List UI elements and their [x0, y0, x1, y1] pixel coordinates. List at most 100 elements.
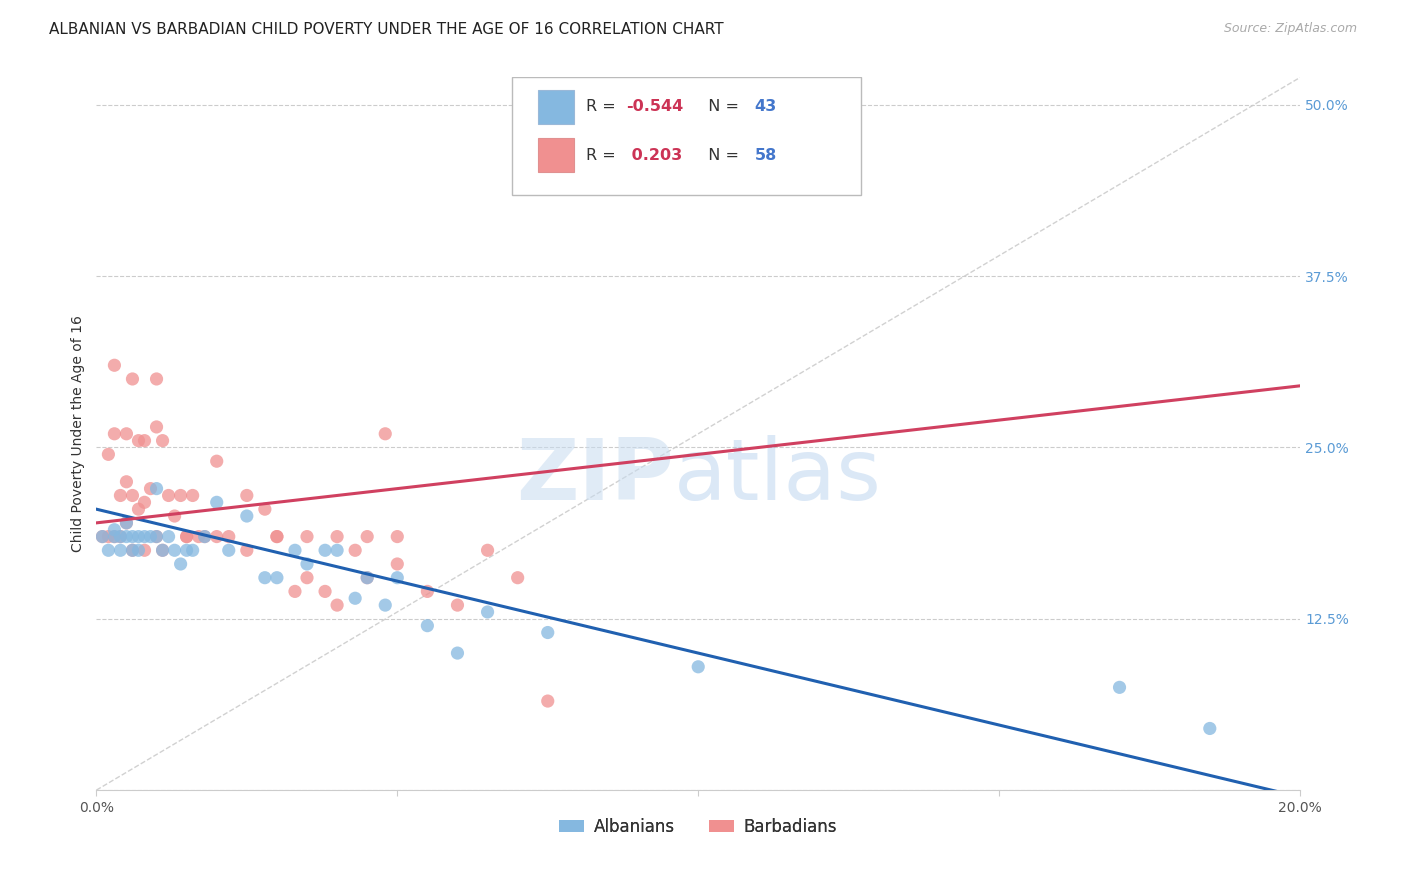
- Point: [163, 543, 186, 558]
- Point: [253, 502, 276, 516]
- Point: [115, 516, 138, 530]
- Point: [103, 358, 125, 372]
- Point: [103, 530, 125, 544]
- Text: 58: 58: [755, 148, 778, 163]
- Point: [121, 543, 143, 558]
- Point: [145, 420, 167, 434]
- Point: [1108, 681, 1130, 695]
- Point: [374, 598, 396, 612]
- Point: [266, 530, 288, 544]
- Point: [134, 495, 156, 509]
- Text: ZIP: ZIP: [516, 435, 673, 518]
- Point: [537, 625, 560, 640]
- Point: [121, 543, 143, 558]
- Point: [115, 530, 138, 544]
- Point: [477, 543, 499, 558]
- Point: [103, 530, 125, 544]
- FancyBboxPatch shape: [538, 138, 574, 172]
- Point: [145, 530, 167, 544]
- Text: 0.203: 0.203: [626, 148, 682, 163]
- Point: [194, 530, 217, 544]
- Point: [127, 502, 149, 516]
- Point: [688, 660, 710, 674]
- Text: 43: 43: [755, 99, 778, 114]
- Point: [181, 488, 204, 502]
- Point: [387, 530, 409, 544]
- Point: [356, 530, 378, 544]
- Point: [115, 475, 138, 489]
- Point: [387, 557, 409, 571]
- FancyBboxPatch shape: [538, 89, 574, 124]
- Point: [127, 434, 149, 448]
- Point: [121, 372, 143, 386]
- Point: [134, 434, 156, 448]
- Text: R =: R =: [586, 99, 621, 114]
- Point: [344, 591, 367, 606]
- Point: [176, 530, 198, 544]
- Text: R =: R =: [586, 148, 621, 163]
- Point: [326, 530, 349, 544]
- Point: [284, 543, 307, 558]
- Point: [326, 543, 349, 558]
- Point: [477, 605, 499, 619]
- Point: [181, 543, 204, 558]
- Point: [127, 543, 149, 558]
- Point: [295, 557, 318, 571]
- Point: [110, 488, 132, 502]
- Text: ALBANIAN VS BARBADIAN CHILD POVERTY UNDER THE AGE OF 16 CORRELATION CHART: ALBANIAN VS BARBADIAN CHILD POVERTY UNDE…: [49, 22, 724, 37]
- Point: [253, 571, 276, 585]
- Point: [152, 543, 174, 558]
- Point: [139, 482, 162, 496]
- Point: [266, 571, 288, 585]
- Text: N =: N =: [699, 148, 744, 163]
- Point: [91, 530, 114, 544]
- Point: [127, 530, 149, 544]
- Point: [356, 571, 378, 585]
- Point: [218, 543, 240, 558]
- Point: [91, 530, 114, 544]
- Point: [1198, 722, 1220, 736]
- Point: [314, 584, 336, 599]
- Point: [134, 543, 156, 558]
- Point: [103, 426, 125, 441]
- Legend: Albanians, Barbadians: Albanians, Barbadians: [553, 811, 844, 842]
- Point: [218, 530, 240, 544]
- Point: [110, 530, 132, 544]
- Point: [416, 618, 439, 632]
- Point: [145, 372, 167, 386]
- Point: [121, 488, 143, 502]
- Point: [110, 530, 132, 544]
- Point: [537, 694, 560, 708]
- Point: [344, 543, 367, 558]
- Point: [169, 557, 191, 571]
- Point: [176, 543, 198, 558]
- Text: -0.544: -0.544: [626, 99, 683, 114]
- Point: [103, 523, 125, 537]
- Point: [157, 488, 180, 502]
- Point: [152, 543, 174, 558]
- Point: [152, 434, 174, 448]
- Point: [205, 495, 228, 509]
- Point: [97, 530, 120, 544]
- Point: [97, 543, 120, 558]
- Point: [446, 598, 468, 612]
- Point: [374, 426, 396, 441]
- Text: atlas: atlas: [673, 435, 882, 518]
- Point: [416, 584, 439, 599]
- Point: [163, 509, 186, 524]
- Point: [314, 543, 336, 558]
- Point: [115, 426, 138, 441]
- Point: [205, 530, 228, 544]
- Point: [236, 543, 259, 558]
- Point: [134, 530, 156, 544]
- Point: [110, 543, 132, 558]
- Point: [284, 584, 307, 599]
- Text: N =: N =: [699, 99, 744, 114]
- Point: [157, 530, 180, 544]
- Point: [446, 646, 468, 660]
- Point: [145, 482, 167, 496]
- Point: [169, 488, 191, 502]
- Point: [145, 530, 167, 544]
- Point: [236, 509, 259, 524]
- Point: [387, 571, 409, 585]
